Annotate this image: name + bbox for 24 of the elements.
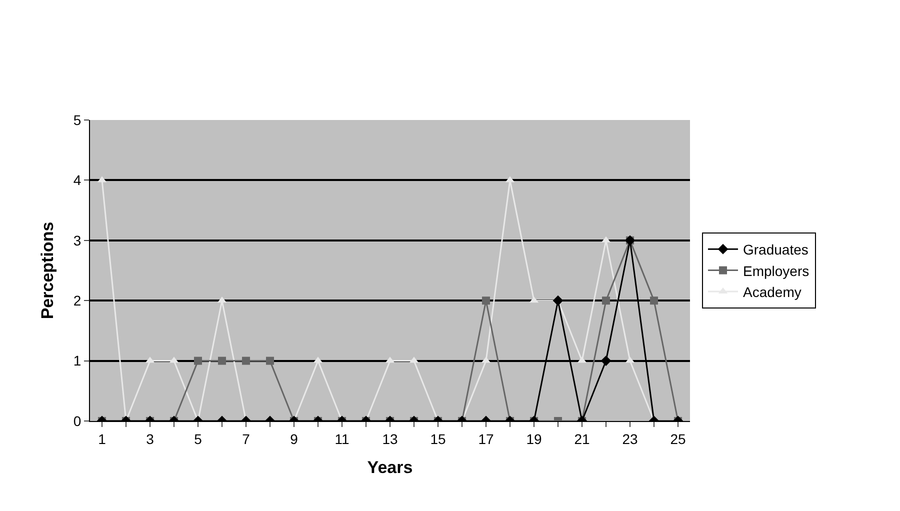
y-tick-label: 4: [73, 172, 82, 188]
x-tick-label: 7: [242, 430, 250, 447]
x-tick-label: 3: [146, 430, 154, 447]
x-tick-label: 25: [670, 430, 686, 447]
legend-label: Employers: [743, 262, 810, 279]
y-tick-label: 1: [73, 352, 82, 369]
y-tick-label: 5: [73, 112, 82, 128]
y-tick-label: 0: [73, 412, 82, 429]
y-tick-label: 3: [73, 232, 82, 248]
x-tick-label: 13: [382, 430, 398, 447]
x-tick-label: 5: [194, 430, 202, 447]
legend-label: Academy: [743, 284, 802, 300]
x-tick-label: 11: [334, 430, 350, 447]
y-tick-label: 2: [73, 292, 82, 308]
legend-label: Graduates: [743, 242, 808, 258]
x-tick-label: 21: [574, 430, 590, 447]
x-axis-title: Years: [367, 458, 413, 478]
x-tick-label: 19: [526, 430, 542, 447]
x-tick-label: 15: [430, 430, 446, 447]
y-axis-title: Perceptions: [38, 222, 57, 320]
x-tick-label: 9: [290, 430, 298, 447]
x-tick-label: 1: [98, 430, 106, 447]
x-tick-label: 17: [478, 430, 494, 447]
x-tick-label: 23: [622, 430, 638, 447]
